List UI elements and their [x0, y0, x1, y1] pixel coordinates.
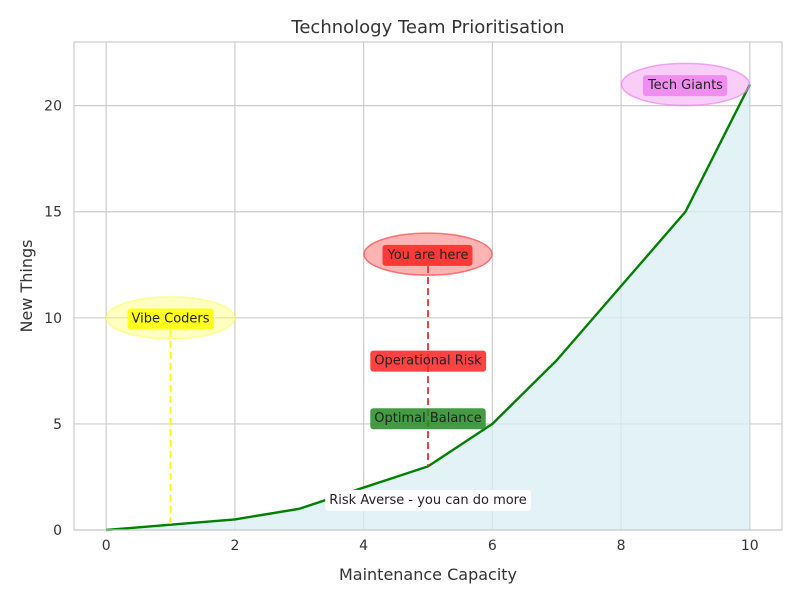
annotation-label: Tech Giants [642, 75, 728, 97]
y-tick-label: 15 [44, 205, 62, 221]
chart-title: Technology Team Prioritisation [290, 17, 564, 38]
area-layer [106, 83, 751, 532]
y-tick-label: 5 [53, 417, 62, 433]
x-tick-label: 6 [488, 538, 497, 554]
x-tick-label: 2 [230, 538, 239, 554]
x-tick-label: 4 [359, 538, 368, 554]
x-tick-label: 10 [741, 538, 759, 554]
annotation-text: You are here [387, 248, 469, 263]
annotation-text: Vibe Coders [132, 312, 210, 327]
annotation-label: Risk Averse - you can do more [325, 489, 531, 511]
annotation-box [370, 350, 487, 372]
x-tick-label: 0 [102, 538, 111, 554]
annotation-box [325, 489, 531, 511]
annotation-box [642, 75, 728, 97]
annotation-box [370, 408, 486, 430]
annotation-label: Operational Risk [370, 350, 487, 372]
annotations: Tech Giants You are here Vibe Coders Operat… [105, 62, 751, 525]
annotation-label: You are here [382, 244, 473, 266]
annotation-box [382, 244, 473, 266]
annotation-text: Operational Risk [374, 354, 482, 369]
annotation-label: Optimal Balance [370, 408, 486, 430]
annotation-box [127, 308, 214, 330]
annotation-label: Vibe Coders [127, 308, 214, 330]
y-tick-label: 0 [53, 523, 62, 539]
x-tick-label: 8 [617, 538, 626, 554]
x-axis-title: Maintenance Capacity [339, 565, 517, 584]
y-axis-title: New Things [17, 240, 36, 333]
area-fill [106, 84, 750, 530]
y-tick-label: 10 [44, 311, 62, 327]
y-tick-label: 20 [44, 99, 62, 115]
axes-frame [73, 41, 783, 531]
annotation-text: Risk Averse - you can do more [329, 493, 527, 508]
annotation-text: Tech Giants [647, 78, 723, 93]
annotation-text: Optimal Balance [374, 411, 481, 426]
ticks: 0 2 4 6 8 10 0 5 10 15 20 [44, 99, 759, 554]
